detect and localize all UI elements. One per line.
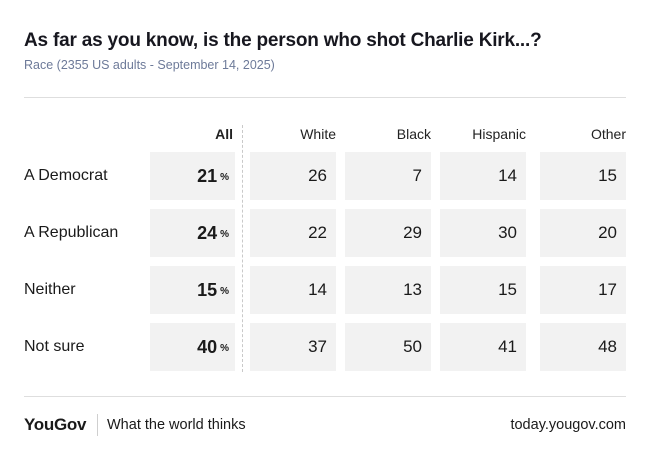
- chart-title: As far as you know, is the person who sh…: [24, 30, 542, 51]
- percent-sign: %: [220, 229, 229, 240]
- table-cell-white: 37: [250, 323, 336, 371]
- row-label: Not sure: [24, 338, 85, 355]
- percent-sign: %: [220, 286, 229, 297]
- column-header-hispanic: Hispanic: [472, 126, 526, 142]
- table-cell-all: 40%: [150, 323, 235, 371]
- table-cell-other: 20: [540, 209, 626, 257]
- cell-value: 7: [412, 166, 422, 185]
- table-cell-all: 21%: [150, 152, 235, 200]
- row-label: Neither: [24, 281, 76, 298]
- column-header-all: All: [215, 126, 233, 142]
- cell-value: 40: [197, 337, 218, 357]
- table-cell-black: 50: [345, 323, 431, 371]
- cell-value: 17: [598, 280, 617, 299]
- table-cell-hispanic: 14: [440, 152, 526, 200]
- table-cell-other: 15: [540, 152, 626, 200]
- column-header-black: Black: [396, 126, 431, 142]
- table-cell-hispanic: 30: [440, 209, 526, 257]
- cell-value: 30: [498, 223, 517, 242]
- cell-value: 15: [598, 166, 617, 185]
- cell-value: 26: [308, 166, 327, 185]
- row-label: A Republican: [24, 224, 119, 241]
- row-label: A Democrat: [24, 167, 108, 184]
- cell-value: 15: [197, 280, 218, 300]
- cell-value: 14: [498, 166, 517, 185]
- percent-sign: %: [220, 172, 229, 183]
- footer-url[interactable]: today.yougov.com: [510, 417, 626, 433]
- table-cell-hispanic: 41: [440, 323, 526, 371]
- cell-value: 21: [197, 166, 218, 186]
- all-column-divider: [242, 125, 243, 372]
- cell-value: 29: [403, 223, 422, 242]
- top-divider: [24, 97, 626, 98]
- bottom-divider: [24, 396, 626, 397]
- percent-sign: %: [220, 343, 229, 354]
- table-cell-hispanic: 15: [440, 266, 526, 314]
- chart-subtitle: Race (2355 US adults - September 14, 202…: [24, 58, 275, 72]
- cell-value: 13: [403, 280, 422, 299]
- cell-value: 48: [598, 337, 617, 356]
- footer-separator: [97, 414, 98, 436]
- table-cell-white: 22: [250, 209, 336, 257]
- table-cell-black: 29: [345, 209, 431, 257]
- cell-value: 37: [308, 337, 327, 356]
- table-cell-white: 26: [250, 152, 336, 200]
- table-cell-other: 17: [540, 266, 626, 314]
- table-cell-other: 48: [540, 323, 626, 371]
- cell-value: 22: [308, 223, 327, 242]
- cell-value: 20: [598, 223, 617, 242]
- cell-value: 15: [498, 280, 517, 299]
- table-cell-black: 13: [345, 266, 431, 314]
- cell-value: 14: [308, 280, 327, 299]
- yougov-logo: YouGov: [24, 415, 87, 434]
- cell-value: 24: [197, 223, 218, 243]
- table-cell-white: 14: [250, 266, 336, 314]
- footer-tagline: What the world thinks: [107, 417, 246, 433]
- table-cell-all: 15%: [150, 266, 235, 314]
- table-cell-black: 7: [345, 152, 431, 200]
- column-header-white: White: [300, 126, 336, 142]
- cell-value: 50: [403, 337, 422, 356]
- table-cell-all: 24%: [150, 209, 235, 257]
- column-header-other: Other: [590, 126, 626, 142]
- cell-value: 41: [498, 337, 517, 356]
